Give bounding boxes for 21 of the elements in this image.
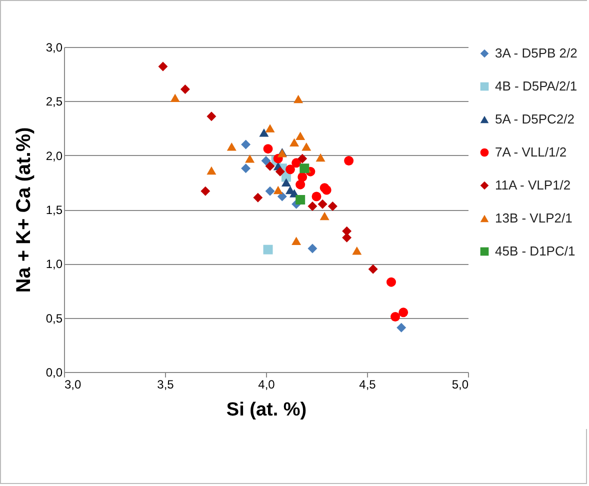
x-tick-label: 3,0 — [64, 378, 82, 392]
legend-label: 3A - D5PB 2/2 — [495, 46, 578, 60]
y-tick-label: 0,5 — [46, 311, 63, 326]
y-tick-label: 1,5 — [46, 203, 63, 217]
legend-label: 45B - D1PC/1 — [495, 244, 576, 258]
x-tick-label: 4,0 — [258, 378, 276, 392]
x-tick-label: 5,0 — [452, 378, 469, 392]
y-tick-label: 1,0 — [46, 257, 63, 272]
x-tick-label: 3,5 — [157, 378, 174, 392]
legend-label: 13B - VLP2/1 — [495, 210, 572, 226]
y-tick-label: 2,5 — [46, 94, 63, 109]
x-tick-label: 4,5 — [359, 378, 376, 392]
legend-label: 7A - VLL/1/2 — [495, 144, 567, 160]
y-axis-title: Na + K+ Ca (at.%) — [12, 127, 35, 293]
legend-label: 5A - D5PC2/2 — [495, 112, 574, 126]
x-axis-title: Si (at. %) — [226, 400, 307, 420]
y-tick-label: 2,0 — [46, 148, 63, 163]
y-tick-label: 3,0 — [46, 40, 63, 54]
legend-label: 11A - VLP1/2 — [495, 178, 571, 192]
legend-label: 4B - D5PA/2/1 — [495, 78, 578, 94]
y-tick-label: 0,0 — [46, 366, 63, 380]
